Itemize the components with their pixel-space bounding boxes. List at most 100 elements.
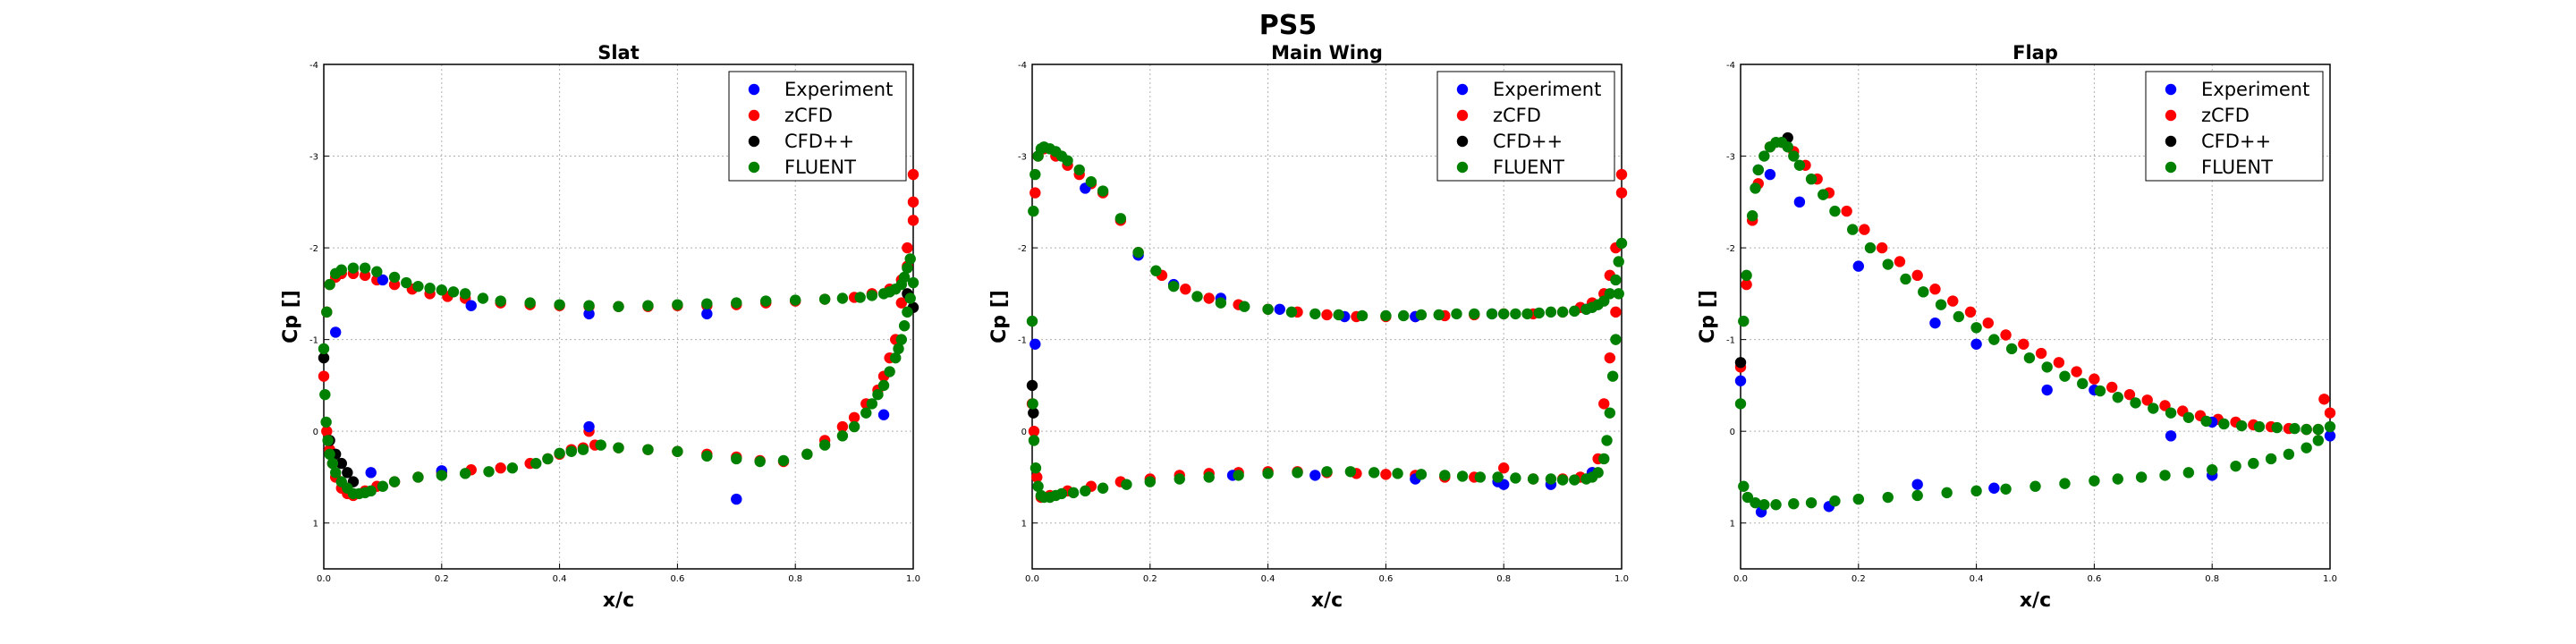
data-point bbox=[898, 320, 911, 332]
data-point bbox=[329, 326, 342, 338]
data-point bbox=[342, 467, 353, 479]
data-point bbox=[335, 476, 347, 487]
data-point bbox=[642, 444, 654, 455]
data-point bbox=[2089, 373, 2100, 385]
data-point bbox=[329, 467, 342, 479]
panel-title: Flap bbox=[2012, 42, 2058, 64]
data-point bbox=[1150, 265, 1162, 276]
legend-marker bbox=[2165, 109, 2177, 122]
data-point bbox=[1734, 375, 1747, 386]
data-point bbox=[1935, 299, 1947, 310]
y-axis-label: Cp [] bbox=[1697, 290, 1719, 343]
data-point bbox=[2324, 430, 2336, 442]
data-point bbox=[1215, 297, 1227, 309]
data-point bbox=[898, 271, 911, 284]
data-point bbox=[1333, 309, 1344, 321]
data-point bbox=[1610, 334, 1622, 345]
data-point bbox=[1028, 425, 1040, 437]
chart-panel-0: 0.0 0.2 0.4 0.6 0.8 1.0 -4 -3 -2 -1 0 1 Slat x/c Cp []… bbox=[280, 42, 920, 612]
data-point bbox=[1598, 398, 1610, 410]
data-point bbox=[1433, 309, 1445, 321]
data-point bbox=[1356, 309, 1368, 322]
data-point bbox=[818, 293, 831, 305]
y-tick-label: -4 bbox=[309, 61, 318, 71]
data-point bbox=[1274, 303, 1285, 315]
data-point bbox=[583, 308, 595, 320]
series-fluent bbox=[1734, 136, 2336, 511]
data-point bbox=[2005, 343, 2018, 355]
data-point bbox=[1321, 466, 1333, 478]
y-tick-label: 1 bbox=[313, 520, 318, 530]
data-point bbox=[1292, 467, 1303, 479]
data-point bbox=[1233, 470, 1244, 481]
data-point bbox=[1030, 462, 1042, 474]
data-point bbox=[2312, 423, 2325, 436]
x-tick-label: 0.6 bbox=[1378, 574, 1393, 584]
x-tick-label: 0.2 bbox=[1852, 574, 1866, 584]
data-point bbox=[1741, 278, 1752, 291]
data-point bbox=[877, 379, 890, 392]
data-point bbox=[1734, 357, 1747, 369]
data-point bbox=[884, 366, 895, 377]
data-point bbox=[2141, 394, 2153, 406]
data-point bbox=[2165, 407, 2177, 419]
data-point bbox=[1527, 473, 1539, 485]
data-point bbox=[1615, 168, 1628, 181]
legend-label: FLUENT bbox=[1493, 157, 1564, 178]
data-point bbox=[701, 450, 713, 462]
data-point bbox=[1929, 317, 1941, 329]
data-point bbox=[1309, 308, 1321, 320]
data-point bbox=[890, 352, 902, 364]
data-point bbox=[1988, 334, 2000, 345]
data-point bbox=[1894, 256, 1906, 267]
data-point bbox=[1114, 213, 1127, 225]
data-point bbox=[1474, 471, 1487, 483]
data-point bbox=[731, 453, 742, 465]
x-axis-label: x/c bbox=[2020, 589, 2051, 612]
data-point bbox=[818, 439, 831, 451]
data-point bbox=[1746, 210, 1758, 222]
x-tick-label: 0.8 bbox=[1496, 574, 1511, 584]
legend-label: Experiment bbox=[784, 79, 893, 100]
data-point bbox=[1788, 497, 1800, 510]
data-point bbox=[2000, 329, 2012, 341]
y-tick-label: -2 bbox=[1018, 244, 1027, 254]
data-point bbox=[2148, 402, 2159, 414]
data-point bbox=[1498, 462, 1510, 474]
data-point bbox=[1368, 467, 1380, 479]
data-point bbox=[324, 278, 335, 291]
data-point bbox=[904, 292, 916, 304]
data-point bbox=[907, 276, 919, 289]
data-point bbox=[1900, 273, 1911, 285]
data-point bbox=[2165, 430, 2177, 442]
data-point bbox=[321, 425, 333, 437]
data-point bbox=[1167, 280, 1180, 292]
data-point bbox=[1847, 224, 1859, 235]
y-tick-label: -1 bbox=[1726, 336, 1735, 346]
data-point bbox=[2182, 467, 2195, 479]
data-point bbox=[701, 308, 713, 320]
data-point bbox=[1970, 338, 1982, 350]
data-point bbox=[595, 439, 606, 451]
data-point bbox=[377, 480, 389, 492]
y-tick-label: -4 bbox=[1018, 61, 1027, 71]
data-point bbox=[459, 288, 471, 300]
data-point bbox=[1793, 196, 1806, 208]
data-point bbox=[554, 447, 565, 459]
data-point bbox=[2248, 457, 2259, 470]
data-point bbox=[1085, 176, 1097, 188]
y-tick-label: 0 bbox=[1730, 428, 1735, 437]
data-point bbox=[2053, 357, 2065, 369]
data-point bbox=[1239, 301, 1250, 312]
data-point bbox=[326, 457, 339, 470]
data-point bbox=[1073, 164, 1085, 176]
data-point bbox=[836, 292, 849, 304]
data-point bbox=[1203, 471, 1215, 483]
data-point bbox=[1741, 269, 1752, 282]
data-point bbox=[1285, 306, 1298, 318]
data-point bbox=[2112, 473, 2123, 485]
data-point bbox=[2059, 478, 2071, 489]
data-point bbox=[401, 276, 412, 289]
data-point bbox=[359, 262, 371, 274]
data-point bbox=[2324, 420, 2336, 433]
